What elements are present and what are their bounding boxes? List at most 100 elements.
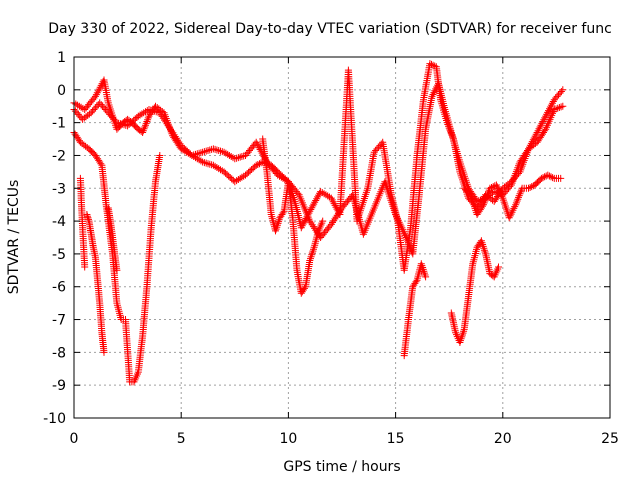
data-point <box>532 130 540 138</box>
data-point <box>164 122 172 130</box>
data-point <box>202 159 210 167</box>
data-points <box>70 60 567 386</box>
data-point <box>156 152 164 159</box>
data-point <box>537 121 545 129</box>
y-tick-label: -10 <box>43 411 66 427</box>
data-point <box>113 266 121 274</box>
data-point <box>298 222 306 230</box>
data-point <box>140 109 148 117</box>
data-point <box>101 106 109 113</box>
data-point <box>544 171 552 179</box>
data-point <box>482 193 490 201</box>
y-axis-label: SDTVAR / TECUs <box>6 180 22 295</box>
data-point <box>515 193 522 201</box>
data-point <box>544 108 552 116</box>
data-point <box>281 176 289 183</box>
plot-frame <box>73 56 611 419</box>
data-point <box>213 164 221 171</box>
data-point <box>72 100 80 108</box>
data-point <box>327 194 335 202</box>
data-point <box>159 114 167 122</box>
data-point <box>512 201 520 209</box>
data-point <box>552 105 560 113</box>
data-point <box>76 112 84 120</box>
data-point <box>484 190 492 198</box>
data-point <box>195 149 203 157</box>
data-point <box>458 331 466 339</box>
data-point <box>170 131 178 139</box>
data-point <box>422 273 430 281</box>
data-point <box>91 92 99 100</box>
series-track-2 <box>70 79 567 258</box>
data-point <box>324 192 332 200</box>
data-point <box>84 214 92 222</box>
data-point <box>94 87 102 95</box>
data-point <box>478 202 486 210</box>
data-point <box>136 111 144 119</box>
data-point <box>211 145 219 153</box>
data-point <box>256 160 263 168</box>
data-point <box>497 190 505 198</box>
data-point <box>311 198 319 206</box>
data-point <box>319 217 327 225</box>
data-point <box>559 86 567 94</box>
data-point <box>134 112 142 120</box>
y-tick-label: -7 <box>52 313 66 329</box>
data-point <box>307 219 315 227</box>
data-point <box>206 160 214 168</box>
data-point <box>540 116 548 124</box>
data-point <box>139 129 147 136</box>
data-point <box>493 183 501 191</box>
data-point <box>557 174 565 182</box>
y-tick-label: -9 <box>52 378 66 394</box>
data-point <box>150 107 158 115</box>
data-point <box>162 118 170 126</box>
series-track-5 <box>83 211 108 356</box>
data-point <box>480 246 488 254</box>
y-tick-label: -3 <box>52 181 66 197</box>
data-point <box>294 189 302 197</box>
data-point <box>488 184 495 191</box>
data-point <box>546 105 553 113</box>
data-point <box>199 158 207 166</box>
data-point <box>412 278 420 286</box>
data-point <box>254 142 262 150</box>
y-tick-label: 0 <box>57 83 66 99</box>
data-point <box>279 209 287 217</box>
data-point <box>373 145 381 153</box>
y-tick-label: 1 <box>57 50 66 66</box>
data-point <box>175 138 183 146</box>
data-point <box>109 114 117 122</box>
data-point <box>486 184 494 192</box>
data-point <box>430 89 438 97</box>
data-point <box>539 118 547 125</box>
data-point <box>71 107 79 115</box>
data-point <box>528 183 536 191</box>
data-point <box>252 138 260 146</box>
data-point <box>309 202 317 210</box>
data-point <box>526 184 534 191</box>
data-point <box>307 206 315 213</box>
data-point <box>417 260 425 268</box>
data-point <box>236 153 244 161</box>
data-point <box>167 125 174 133</box>
data-point <box>85 110 93 118</box>
data-point <box>403 235 411 243</box>
data-point <box>516 190 524 198</box>
data-point <box>274 219 282 227</box>
data-point <box>420 267 428 275</box>
data-point <box>307 253 315 261</box>
data-point <box>557 103 565 111</box>
data-point <box>545 172 553 180</box>
x-tick-label: 20 <box>494 431 512 447</box>
data-point <box>233 177 241 185</box>
data-point <box>329 198 337 206</box>
data-point <box>141 123 149 131</box>
data-point <box>481 197 489 205</box>
data-point <box>274 171 282 179</box>
x-axis-ticks: 0 5 10 15 20 25 <box>70 57 619 447</box>
data-point <box>510 204 518 212</box>
x-tick-label: 0 <box>70 431 79 447</box>
data-point <box>331 215 339 223</box>
data-point <box>165 123 173 131</box>
